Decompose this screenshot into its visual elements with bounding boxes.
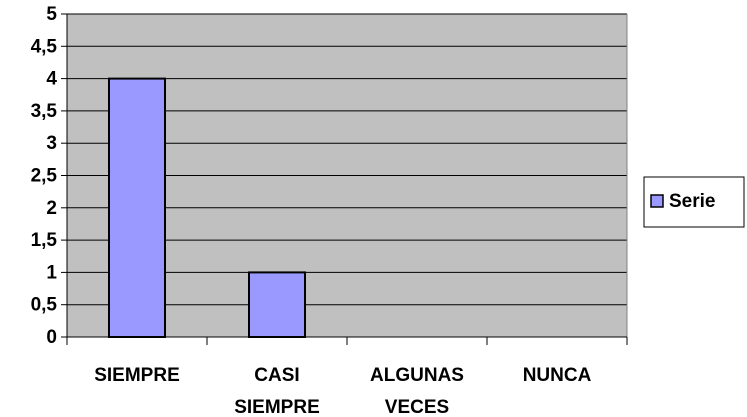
y-tick-label: 1 (46, 262, 57, 283)
legend-swatch (650, 194, 664, 208)
bar (248, 271, 306, 338)
legend-label: Serie (669, 191, 715, 212)
x-category-label: CASI SIEMPRE (234, 365, 320, 417)
y-tick-label: 4 (46, 69, 57, 90)
y-tick-label: 3 (46, 133, 57, 154)
bar-series (108, 77, 306, 338)
x-category-label: ALGUNAS VECES (370, 365, 464, 417)
y-tick-label: 2 (46, 198, 57, 219)
x-category-label: SIEMPRE (94, 365, 180, 386)
y-tick-label: 1,5 (31, 230, 58, 251)
y-tick-label: 3,5 (31, 101, 58, 122)
y-tick-label: 0 (46, 327, 57, 348)
y-tick-label: 4,5 (31, 36, 58, 57)
y-tick-label: 2,5 (31, 166, 58, 187)
x-axis: SIEMPRE CASI SIEMPRE ALGUNAS VECES NUNCA (66, 336, 628, 417)
y-axis: 0 0,5 1 1,5 2 2,5 3 3,5 4 4,5 5 (31, 4, 68, 348)
y-tick-label: 0,5 (31, 295, 58, 316)
bar (108, 77, 166, 338)
y-tick-label: 5 (46, 4, 57, 25)
legend: Serie (643, 176, 745, 228)
x-category-label: NUNCA (523, 365, 592, 386)
